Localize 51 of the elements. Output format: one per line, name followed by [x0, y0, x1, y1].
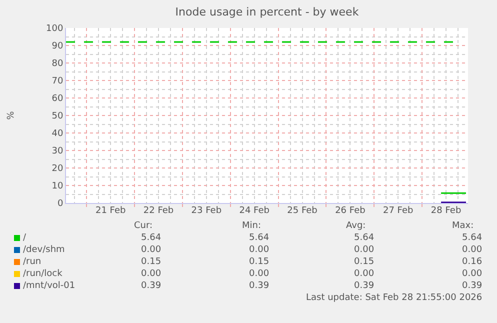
x-tick-label: 27 Feb	[382, 206, 414, 216]
y-tick-label: 100	[46, 24, 64, 34]
text: 5.64	[354, 233, 374, 243]
text: 0.00	[249, 269, 270, 279]
legend-label: /run/lock	[23, 269, 64, 279]
x-tick-label: 23 Feb	[191, 206, 222, 216]
text: 0.00	[354, 245, 374, 255]
text: Last update: Sat Feb 28 21:55:00 2026	[306, 293, 482, 303]
y-tick-label: 10	[52, 182, 64, 192]
x-tick-label: 25 Feb	[287, 206, 318, 216]
y-tick-label: 90	[52, 42, 64, 52]
text: 5.64	[141, 233, 162, 243]
text: 0.00	[462, 269, 482, 279]
y-tick-label: 70	[52, 76, 64, 87]
text: 0.00	[249, 245, 270, 255]
y-tick-label: 50	[52, 112, 64, 122]
text: 0.00	[141, 245, 162, 255]
text: 0.16	[462, 257, 482, 267]
text: 0.00	[141, 269, 162, 279]
legend-label: /mnt/vol-01	[23, 281, 76, 291]
text: Min:	[242, 221, 262, 231]
chart-title: Inode usage in percent - by week	[175, 6, 360, 19]
y-tick-label: 30	[52, 146, 64, 157]
y-tick-label: 60	[52, 94, 64, 104]
text: 0.15	[354, 257, 374, 267]
text: 5.64	[249, 233, 270, 243]
y-tick-label: 80	[52, 59, 64, 70]
legend-label: /run	[23, 257, 42, 267]
text: 0.39	[141, 281, 162, 291]
text: Max:	[452, 221, 474, 231]
x-tick-label: 21 Feb	[95, 206, 126, 216]
legend-label: /dev/shm	[23, 245, 65, 255]
text: 0.39	[354, 281, 374, 291]
text: 0.00	[462, 245, 482, 255]
text: 0.00	[354, 269, 374, 279]
y-tick-label: 20	[52, 164, 64, 174]
x-tick-label: 26 Feb	[335, 206, 366, 216]
y-tick-label: 0	[57, 199, 64, 210]
text: Cur:	[134, 221, 153, 231]
x-tick-label: 22 Feb	[143, 206, 174, 216]
text: 0.15	[249, 257, 270, 267]
text: 0.15	[141, 257, 162, 267]
x-tick-label: 28 Feb	[430, 206, 462, 216]
y-axis-title: %	[6, 110, 16, 120]
legend-label: /	[23, 233, 27, 243]
text: 0.39	[249, 281, 270, 291]
text: 5.64	[462, 233, 482, 243]
y-tick-label: 40	[52, 129, 64, 140]
text: 0.39	[462, 281, 482, 291]
text: Avg:	[346, 221, 366, 231]
x-tick-label: 24 Feb	[239, 206, 270, 216]
